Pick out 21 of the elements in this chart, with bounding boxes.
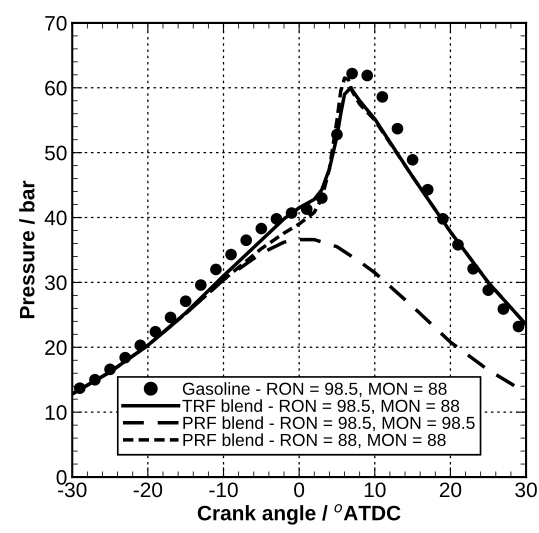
y-tick-label: 0 <box>56 470 67 485</box>
y-tick-label: 10 <box>46 405 67 420</box>
legend-label: PRF blend - RON = 98.5, MON = 98.5 <box>183 416 475 432</box>
legend-label: PRF blend - RON = 88, MON = 88 <box>183 433 446 448</box>
x-tick-label: 30 <box>515 482 537 498</box>
y-tick-label: 30 <box>44 275 67 290</box>
x-axis-title: Crank angle / $^{o}$ATDC <box>198 504 401 525</box>
y-axis-title: Pressure / bar <box>19 180 35 318</box>
x-tick-label: 10 <box>364 482 386 498</box>
x-tick-label: -10 <box>209 482 238 498</box>
y-tick-label: 50 <box>45 146 67 160</box>
y-tick-label: 40 <box>44 210 67 226</box>
x-tick-label: -20 <box>134 482 162 498</box>
x-tick-label: 20 <box>440 482 462 498</box>
x-tick-label: 0 <box>294 482 304 498</box>
y-tick-label: 20 <box>45 340 67 356</box>
legend-label: Gasoline - RON = 98.5, MON = 88 <box>182 382 447 397</box>
y-tick-label: 60 <box>45 80 67 96</box>
y-tick-label: 70 <box>45 16 67 31</box>
legend-label: TRF blend - RON = 98.5, MON = 88 <box>182 399 460 414</box>
x-tick-label: -30 <box>58 482 86 498</box>
